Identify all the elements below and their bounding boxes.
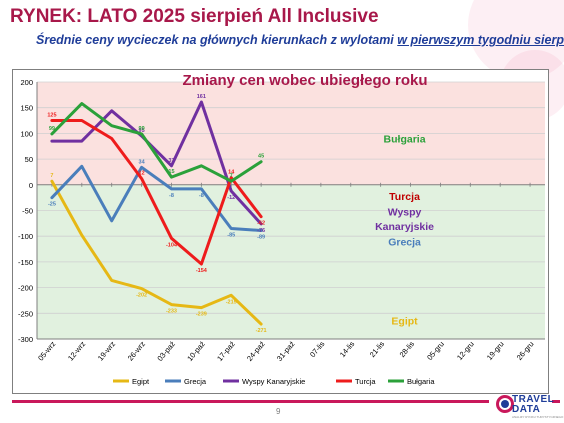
series-annotation: Egipt (391, 316, 418, 328)
y-tick-label: 50 (25, 155, 33, 164)
y-tick-label: 200 (20, 78, 33, 87)
series-line-turcja (50, 119, 263, 266)
data-label: 34 (139, 159, 146, 165)
x-tick-label: 19-gru (485, 340, 506, 362)
subtitle-text: Średnie ceny wycieczek na głównych kieru… (36, 33, 398, 47)
data-label: 125 (47, 113, 56, 119)
x-tick-label: 28-lis (398, 339, 417, 359)
data-label: 99 (49, 126, 55, 132)
price-change-line-chart: 200 150 100 50 0 -50 -100 -150 -200 -250 -30005-wr… (18, 72, 545, 386)
data-label: -271 (256, 328, 267, 334)
subtitle-underlined-text: w pierwszym tygodniu sierpnia (397, 33, 564, 47)
x-tick-label: 12-gru (455, 340, 476, 362)
x-tick-label: 03-paź (155, 339, 177, 363)
y-tick-label: -100 (18, 232, 33, 241)
x-tick-label: 26-wrz (126, 339, 148, 362)
series-line-grecja (50, 164, 263, 232)
chart-frame: 200 150 100 50 0 -50 -100 -150 -200 -250 -300 05-wr… (12, 69, 549, 394)
x-tick-label: 12-wrz (66, 339, 88, 362)
data-label: -8 (199, 193, 204, 199)
chart-title: Zmiany cen wobec ubiegłego roku (182, 72, 427, 89)
x-tick-label: 31-paź (275, 339, 297, 363)
y-tick-label: -150 (18, 258, 33, 267)
page-number: 9 (276, 407, 281, 416)
legend-label: Wyspy Kanaryjskie (242, 377, 305, 386)
data-label: 7 (50, 173, 53, 179)
data-label: -239 (196, 312, 207, 318)
x-tick-label: 14-lis (338, 339, 357, 359)
series-annotation: Wyspy (388, 207, 422, 219)
x-tick-label: 19-wrz (96, 339, 118, 362)
series-line-egipt (50, 179, 263, 326)
data-label: 15 (168, 169, 174, 175)
y-tick-label: -250 (18, 309, 33, 318)
series-annotation: Bułgaria (384, 134, 426, 146)
page-title: RYNEK: LATO 2025 sierpień All Inclusive (10, 6, 379, 27)
y-tick-label: 0 (29, 181, 33, 190)
data-label: -215 (226, 299, 237, 305)
footer-bar-end (552, 400, 560, 403)
travel-data-logo: TRAVEL DATA ANALIZY RYNKU TURYSTYCZNEGO (496, 393, 563, 419)
x-tick-label: 24-paź (245, 339, 267, 363)
data-label: 7 (230, 173, 233, 179)
x-tick-label: 05-gru (425, 340, 446, 362)
data-label: -85 (227, 232, 235, 238)
logo-text-bottom: DATA (512, 404, 541, 415)
legend-label: Bułgaria (407, 377, 435, 386)
data-label: -154 (196, 268, 208, 274)
y-tick-label: 100 (20, 129, 33, 138)
data-label: 37 (168, 158, 174, 164)
y-tick-label: -300 (18, 335, 33, 344)
data-label: -8 (169, 193, 174, 199)
x-tick-label: 10-paź (185, 339, 207, 363)
logo-dot-icon (501, 400, 509, 408)
data-label: 99 (139, 126, 145, 132)
footer-bar (12, 400, 489, 403)
series-annotation: Grecja (388, 236, 421, 248)
x-tick-label: 21-lis (368, 339, 387, 359)
data-label: -89 (257, 235, 265, 241)
data-label: 12 (139, 171, 145, 177)
data-label: -25 (48, 202, 56, 208)
data-label: -62 (257, 221, 265, 227)
y-tick-label: -50 (22, 207, 33, 216)
data-label: 161 (197, 94, 206, 100)
x-tick-label: 07-lis (308, 339, 327, 359)
x-tick-label: 17-paź (215, 339, 237, 363)
series-line-bułgaria (50, 102, 263, 183)
series-annotation: Kanaryjskie (375, 221, 434, 233)
series-line-wyspy-kanaryjskie (50, 100, 263, 226)
logo-tagline: ANALIZY RYNKU TURYSTYCZNEGO (512, 415, 564, 419)
data-label: 95 (139, 128, 145, 134)
data-label: 45 (258, 154, 264, 160)
series-annotation: Turcja (389, 191, 420, 203)
legend-label: Grecja (184, 377, 207, 386)
y-tick-label: 150 (20, 104, 33, 113)
data-label: -76 (257, 228, 265, 234)
y-tick-label: -200 (18, 284, 33, 293)
legend-label: Egipt (132, 377, 150, 386)
data-label: -233 (166, 309, 177, 315)
logo-ring-icon (496, 395, 514, 413)
x-tick-label: 05-wrz (36, 339, 58, 362)
data-label: -12 (227, 195, 235, 201)
logo-text-top: TRAVEL (512, 394, 555, 405)
data-label: -202 (136, 293, 147, 299)
legend-label: Turcja (355, 377, 376, 386)
data-label: 14 (228, 170, 235, 176)
x-tick-label: 26-gru (515, 340, 536, 362)
page-subtitle: Średnie ceny wycieczek na głównych kieru… (36, 33, 564, 47)
data-label: -104 (166, 242, 178, 248)
